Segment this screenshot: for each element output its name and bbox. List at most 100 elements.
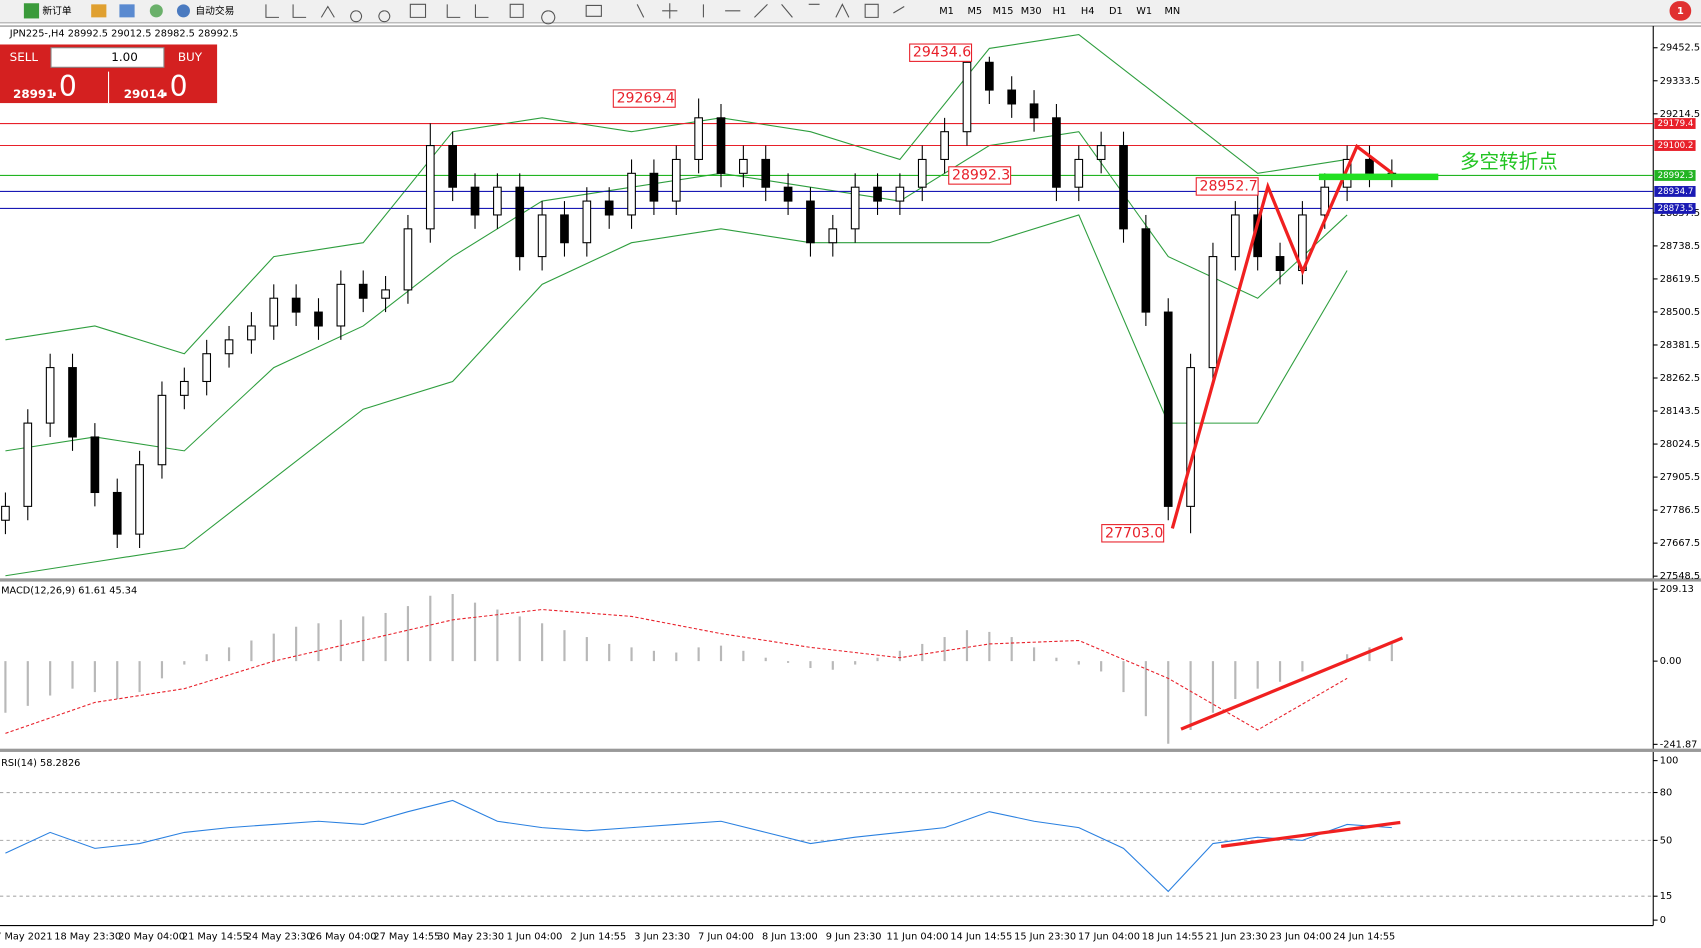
candle-body: [582, 200, 592, 244]
x-tick-label: 18 Jun 14:55: [1142, 931, 1204, 942]
candle-body: [560, 214, 569, 244]
y-tick-label: 27667.5: [1660, 538, 1700, 549]
candle-body: [694, 117, 703, 160]
lots[interactable]: 1.00: [111, 50, 138, 64]
level-tag: [1654, 140, 1696, 151]
level-label: 28992.3: [1658, 171, 1694, 181]
candle-body: [135, 464, 144, 535]
sell-button[interactable]: SELL: [10, 50, 39, 64]
price-annotation: 27703.0: [1105, 525, 1163, 541]
candle-body: [1052, 117, 1061, 188]
x-tick-label: 24 Jun 14:55: [1333, 931, 1395, 942]
timeframe-button[interactable]: M15: [993, 6, 1014, 17]
timeframe-button[interactable]: W1: [1136, 6, 1152, 17]
candle-body: [873, 186, 882, 202]
candle-body: [493, 186, 502, 216]
candle-body: [1141, 228, 1151, 313]
level-label: 28873.5: [1658, 204, 1694, 214]
buy-button[interactable]: BUY: [178, 50, 203, 64]
macd-signal: [5, 608, 1348, 734]
new-order-icon[interactable]: [23, 3, 40, 19]
y-tick-label: 28500.5: [1660, 307, 1700, 318]
candle-body: [336, 283, 346, 327]
timeframe-button[interactable]: M1: [939, 6, 954, 17]
candle-body: [940, 131, 949, 160]
x-tick-label: 3 Jun 23:30: [634, 931, 690, 942]
ask-big[interactable]: .0: [161, 70, 188, 103]
bid-big[interactable]: .0: [50, 70, 77, 103]
candle-body: [806, 200, 815, 244]
candle-body: [671, 158, 681, 202]
candle-body: [917, 158, 927, 188]
y-tick-label: 15: [1660, 891, 1672, 902]
x-tick-label: 18 May 23:30: [54, 931, 121, 942]
x-tick-label: 1 Jun 04:00: [507, 931, 563, 942]
timeframe-button[interactable]: D1: [1109, 6, 1123, 17]
bollinger-upper: [5, 33, 1348, 355]
candle-body: [470, 186, 480, 216]
candle-body: [269, 297, 279, 327]
tool-icons[interactable]: [265, 3, 905, 25]
level-tag: [1654, 186, 1696, 197]
y-tick-label: 27548.5: [1660, 571, 1700, 582]
price-annotation-box: [1195, 177, 1259, 196]
price-annotation: 29434.6: [913, 45, 971, 61]
candle-body: [1074, 158, 1084, 188]
candle-body: [604, 200, 614, 216]
y-tick-label: -241.87: [1660, 739, 1698, 750]
y-tick-label: 28024.5: [1660, 439, 1700, 450]
y-tick-label: 27905.5: [1660, 472, 1700, 483]
macd-title: MACD(12,26,9) 61.61 45.34: [1, 585, 137, 596]
y-tick-label: 0.00: [1660, 656, 1682, 667]
candle-body: [649, 172, 659, 202]
y-tick-label: 50: [1660, 835, 1672, 846]
candle-body: [1320, 186, 1330, 216]
y-tick-label: 80: [1660, 788, 1672, 799]
y-tick-label: 29214.5: [1660, 109, 1700, 120]
trade-panel: SELL BUY 1.00 28991 .0 29014 .0: [0, 44, 218, 104]
bid[interactable]: 28991: [13, 87, 54, 101]
new-order[interactable]: 新订单: [42, 4, 72, 17]
y-tick-label: 28262.5: [1660, 373, 1700, 384]
timeframe-button[interactable]: M5: [967, 6, 982, 17]
candle-body: [1208, 256, 1218, 369]
timeframe-button[interactable]: M30: [1021, 6, 1042, 17]
alert-icon[interactable]: [1669, 1, 1692, 21]
candle-body: [783, 186, 793, 202]
y-tick-label: 0: [1660, 915, 1666, 926]
auto-trading[interactable]: 自动交易: [195, 4, 234, 17]
timeframe-button[interactable]: H1: [1053, 6, 1067, 17]
x-tick-label: 21 Jun 23:30: [1206, 931, 1268, 942]
candle-body: [23, 422, 33, 507]
candle-body: [962, 61, 972, 133]
candle-body: [1007, 89, 1017, 105]
icon[interactable]: [149, 4, 163, 18]
price-annotation: 28952.7: [1199, 178, 1257, 194]
candle-body: [68, 367, 77, 438]
candle-body: [537, 214, 547, 258]
price-annotation-box: [1101, 524, 1165, 543]
x-tick-label: 21 May 14:55: [182, 931, 249, 942]
alert-count[interactable]: 1: [1677, 6, 1684, 17]
candle-body: [1342, 158, 1352, 188]
candle-body: [403, 228, 413, 291]
lots-box[interactable]: [50, 47, 165, 68]
timeframe-button[interactable]: H4: [1081, 6, 1095, 17]
y-tick-label: 29452.5: [1660, 43, 1700, 54]
x-tick-label: 23 Jun 04:00: [1269, 931, 1331, 942]
icon[interactable]: [91, 4, 107, 18]
candle-body: [425, 145, 435, 230]
timeframe-button[interactable]: MN: [1164, 6, 1180, 17]
candle-body: [291, 297, 301, 313]
candle-body: [1029, 103, 1039, 119]
price-annotation-box: [909, 43, 973, 62]
ask[interactable]: 29014: [124, 87, 165, 101]
level-label: 28934.7: [1658, 187, 1694, 197]
icon[interactable]: [119, 4, 135, 18]
y-tick-label: 29333.5: [1660, 76, 1700, 87]
candle-body: [1, 505, 10, 521]
x-tick-label: 7 May 2021: [0, 931, 53, 942]
chart-title: JPN225-,H4 28992.5 29012.5 28982.5 28992…: [9, 29, 239, 40]
auto-trading-icon[interactable]: [176, 4, 190, 18]
price-annotation: 29269.4: [617, 91, 675, 107]
